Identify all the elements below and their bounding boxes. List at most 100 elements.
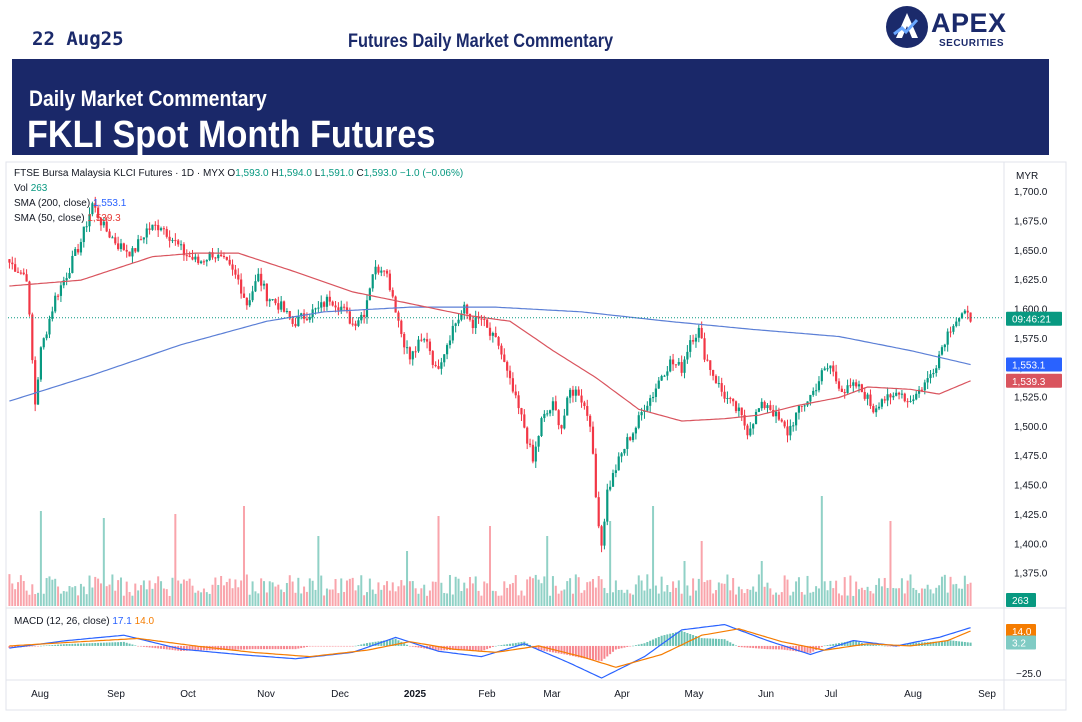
volume-bar	[534, 574, 537, 606]
candle-body	[591, 426, 595, 454]
legend-high: 1,594.0	[278, 168, 312, 179]
volume-bar	[520, 590, 523, 606]
volume-bar	[88, 575, 91, 606]
volume-bar	[94, 576, 97, 606]
sma200-badge: 1,553.1	[1006, 357, 1062, 372]
macd-hist-bar	[489, 645, 491, 649]
candle-body	[546, 413, 549, 415]
volume-bar	[448, 575, 451, 606]
volume-bar	[397, 586, 400, 606]
candle-body	[45, 334, 48, 339]
candle-body	[631, 433, 635, 441]
volume-bar	[875, 584, 878, 606]
volume-bar	[872, 593, 875, 606]
candle-body	[488, 327, 492, 336]
macd-hist-bar	[277, 645, 280, 650]
candle-body	[185, 255, 188, 257]
legend-macd-row: MACD (12, 26, close) 17.1 14.0	[14, 616, 154, 627]
candle-body	[780, 419, 783, 422]
macd-hist-bar	[692, 635, 695, 646]
candle-body	[248, 300, 251, 306]
candle-body	[371, 274, 374, 289]
volume-bar	[180, 583, 183, 606]
candle-body	[537, 435, 540, 447]
candle-body	[91, 203, 94, 215]
volume-bar	[414, 588, 417, 606]
macd-hist-bar	[743, 645, 746, 648]
volume-bar	[697, 578, 700, 606]
macd-hist-bar	[222, 645, 225, 650]
volume-bar	[220, 575, 223, 606]
volume-bar	[371, 589, 374, 606]
volume-bar	[308, 578, 311, 606]
candle-body	[671, 359, 675, 365]
volume-bar	[906, 580, 909, 606]
macd-line	[9, 623, 971, 679]
macd-hist-bar	[171, 645, 174, 651]
volume-bar	[923, 588, 926, 606]
volume-bar	[463, 582, 466, 606]
macd-hist-bar	[763, 645, 766, 649]
candle-body	[949, 331, 952, 333]
candle-body	[637, 415, 640, 428]
volume-bar	[749, 589, 752, 606]
candle-body	[245, 297, 248, 306]
volume-bar	[265, 592, 268, 606]
volume-bar	[254, 591, 257, 606]
macd-hist-bar	[686, 633, 689, 646]
candle-body	[374, 266, 377, 275]
candle-body	[76, 249, 80, 253]
volume-bar	[803, 594, 806, 606]
candle-body	[354, 323, 357, 326]
volume-bar	[563, 589, 566, 606]
volume-bar	[551, 576, 554, 606]
volume-bar	[214, 577, 217, 606]
volume-bar	[82, 586, 85, 606]
candle-body	[148, 228, 151, 230]
candle-body	[963, 310, 966, 314]
volume-bar	[168, 595, 171, 606]
candle-body	[142, 237, 145, 240]
candle-body	[803, 405, 806, 407]
volume-bar	[663, 591, 666, 606]
candle-body	[786, 426, 789, 436]
candle-body	[494, 332, 497, 338]
macd-hist-bar	[317, 645, 320, 647]
volume-bar	[780, 592, 783, 606]
volume-bar	[514, 575, 517, 606]
macd-hist-bar	[154, 645, 157, 649]
candle-body	[205, 259, 208, 262]
candle-body	[566, 397, 569, 416]
candle-body	[606, 489, 609, 522]
volume-bar	[511, 582, 514, 606]
chart-canvas[interactable]: MYR 1,700.0 1,675.0 1,650.0 1,625.0 1,600.0 1,…	[0, 158, 1082, 717]
macd-hist-bar	[365, 643, 368, 646]
volume-bar	[769, 588, 772, 606]
candle-body	[297, 316, 300, 327]
candle-body	[969, 312, 972, 322]
signal-badge-text: 14.0	[1012, 627, 1032, 638]
histogram-badge: 3.2	[1006, 635, 1036, 650]
volume-bar	[795, 581, 798, 606]
volume-bar	[503, 581, 506, 606]
macd-hist-bar	[111, 642, 114, 646]
macd-hist-bar	[709, 638, 712, 646]
macd-hist-bar	[915, 642, 918, 646]
candle-body	[772, 409, 775, 417]
candle-body	[325, 296, 329, 307]
volume-bar	[231, 588, 234, 606]
candle-body	[574, 389, 577, 396]
volume-bar	[714, 590, 717, 606]
candle-body	[706, 359, 709, 361]
legend-sma50-value: 1,539.3	[87, 213, 121, 224]
volume-bar	[411, 581, 414, 606]
candle-body	[317, 307, 320, 309]
volume-bar	[700, 541, 703, 606]
macd-hist-bar	[119, 642, 122, 646]
macd-hist-bar	[51, 645, 54, 646]
candle-body	[835, 371, 838, 382]
volume-bar	[654, 585, 657, 606]
macd-hist-bar	[440, 645, 443, 651]
volume-bar	[446, 593, 449, 606]
candle-body	[651, 396, 655, 399]
